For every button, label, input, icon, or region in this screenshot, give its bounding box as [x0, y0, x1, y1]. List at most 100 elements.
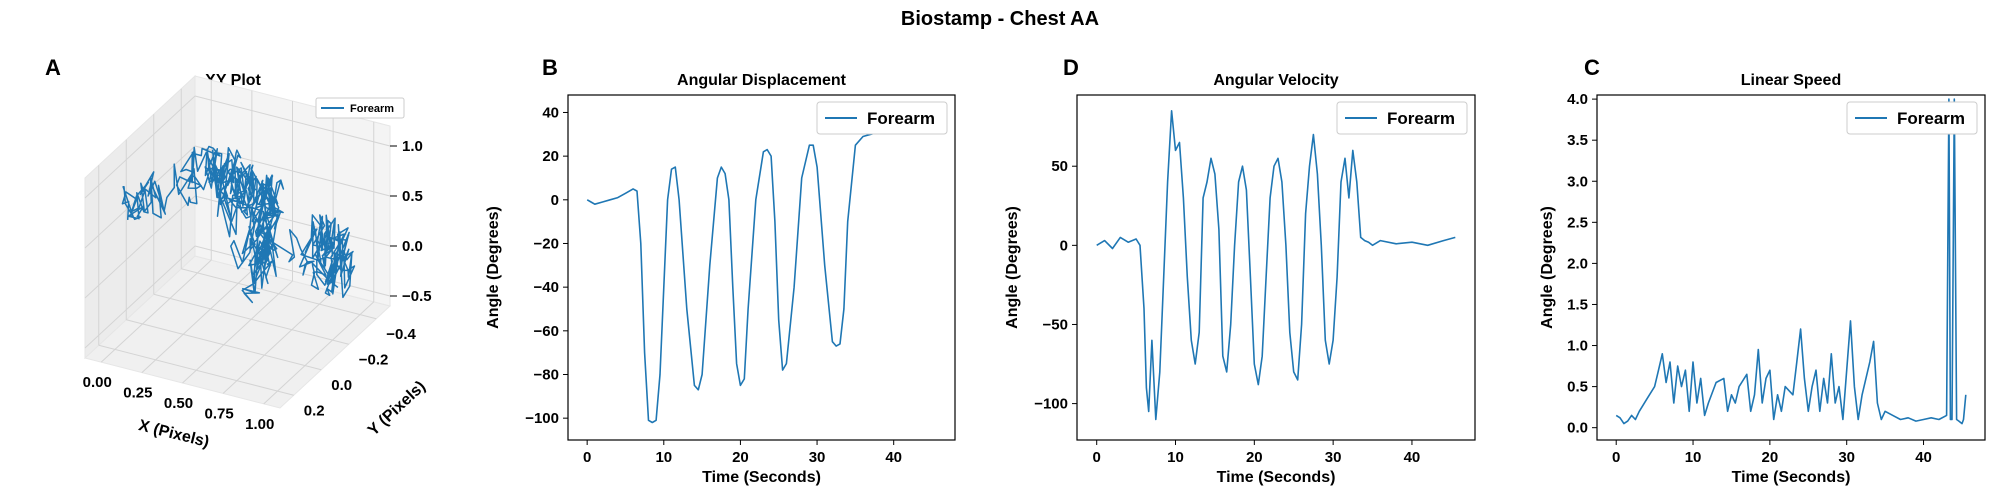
x-axis-label: X (Pixels) — [137, 417, 211, 451]
x-tick-label: 0.50 — [164, 395, 193, 412]
y-tick-label: 2.5 — [1567, 214, 1588, 231]
y-tick-label: −0.2 — [359, 351, 389, 368]
x-tick-label: 0.75 — [205, 405, 234, 422]
grid-line — [141, 270, 253, 373]
x-tick-label: 20 — [1246, 449, 1263, 466]
legend-label: Forearm — [867, 109, 935, 128]
chart-linear-speed: C Linear Speed 0 10 20 30 40 0.0 0.5 1.0 1.5 2.0 2.5… — [1539, 55, 1986, 486]
x-axis-label: Time (Seconds) — [702, 469, 821, 486]
legend-label: Forearm — [1897, 109, 1965, 128]
y-tick-label: −80 — [534, 366, 559, 383]
plot-frame — [567, 94, 956, 441]
grid-line — [222, 291, 334, 394]
y-axis-label: Y (Pixels) — [365, 378, 429, 439]
y-tick-label: 3.0 — [1567, 173, 1588, 190]
legend-label: Forearm — [350, 103, 394, 115]
y-tick-label: 0.5 — [1567, 379, 1588, 396]
chart-angular-displacement: B Angular Displacement 0 10 20 30 40 −100 −80 −60… — [485, 55, 956, 486]
panel-letter: B — [542, 55, 558, 80]
grid-line — [84, 195, 196, 299]
x-tick-label: 1.00 — [245, 416, 274, 433]
y-tick-label: −40 — [534, 279, 559, 296]
y-tick-label: 40 — [542, 104, 559, 121]
y-tick-label: 20 — [542, 148, 559, 165]
chart-angular-velocity: D Angular Velocity 0 10 20 30 40 −100 −50 0 50 Time… — [1004, 55, 1476, 486]
x-tick-label: 30 — [1838, 449, 1855, 466]
y-axis-label: Angle (Degrees) — [485, 206, 502, 329]
legend-box — [315, 97, 405, 119]
x-tick-label: 40 — [885, 449, 902, 466]
z-tick-label: 1.0 — [402, 138, 423, 155]
grid-line — [100, 259, 212, 363]
grid-line — [84, 95, 196, 199]
panel-letter: D — [1063, 55, 1079, 80]
series-line-forearm — [586, 116, 937, 424]
y-tick-label: 0.0 — [1567, 420, 1588, 437]
x-tick-label: 0.00 — [83, 374, 112, 391]
y-tick-label: 3.5 — [1567, 132, 1588, 149]
y-tick-label: 1.5 — [1567, 296, 1588, 313]
plot-frame — [1076, 94, 1476, 441]
grid-line — [194, 245, 391, 297]
x-tick-label: 30 — [809, 449, 826, 466]
grid-line — [126, 319, 322, 371]
x-axis-label: Time (Seconds) — [1732, 469, 1851, 486]
panel-letter: A — [45, 55, 61, 80]
x-tick-label: 10 — [655, 449, 672, 466]
legend-box — [1846, 101, 1978, 135]
x-tick-label: 10 — [1167, 449, 1184, 466]
x-tick-label: 10 — [1685, 449, 1702, 466]
y-tick-label: −100 — [525, 410, 559, 427]
grid-line — [84, 145, 196, 249]
legend-label: Forearm — [1387, 109, 1455, 128]
y-tick-label: −100 — [1034, 396, 1068, 413]
x-tick-label: 40 — [1915, 449, 1932, 466]
x-tick-label: 30 — [1325, 449, 1342, 466]
grid-line — [84, 245, 196, 349]
y-tick-label: 0 — [1060, 237, 1068, 254]
chart-title: Angular Velocity — [1213, 72, 1338, 89]
y-tick-label: 50 — [1051, 158, 1068, 175]
grid-line — [98, 344, 294, 396]
grid-line — [182, 280, 293, 384]
y-tick-label: −60 — [534, 323, 559, 340]
legend-box — [816, 101, 948, 135]
y-tick-label: −50 — [1043, 316, 1068, 333]
grid-line — [194, 95, 391, 147]
y-axis-label: Angle (Degrees) — [1004, 206, 1021, 329]
z-tick-label: −0.5 — [402, 288, 432, 305]
x-tick-label: 0.25 — [123, 385, 152, 402]
y-tick-label: −0.4 — [386, 326, 416, 343]
y-tick-label: 2.0 — [1567, 255, 1588, 272]
x-tick-label: 20 — [732, 449, 749, 466]
grid-line — [263, 301, 375, 405]
chart-title: Linear Speed — [1741, 72, 1841, 89]
grid-line — [153, 293, 349, 345]
x-tick-label: 20 — [1762, 449, 1779, 466]
plot-frame — [1596, 94, 1986, 441]
x-axis-label: Time (Seconds) — [1217, 469, 1336, 486]
z-tick-label: 0.5 — [402, 188, 423, 205]
x-tick-label: 0 — [1612, 449, 1620, 466]
y-tick-label: −20 — [534, 235, 559, 252]
x-tick-label: 0 — [1093, 449, 1101, 466]
y-tick-label: 4.0 — [1567, 91, 1588, 108]
y-axis-label: Angle (Degrees) — [1539, 206, 1556, 329]
series-line-forearm — [121, 145, 356, 304]
y-tick-label: 0 — [551, 192, 559, 209]
series-line-forearm — [1615, 98, 1967, 425]
y-tick-label: 0.2 — [304, 402, 325, 419]
legend-box — [1336, 101, 1468, 135]
chart-xy-plot: AXY Plot0.000.250.500.751.00−0.4−0.20.00… — [45, 55, 432, 451]
x-tick-label: 0 — [583, 449, 591, 466]
y-tick-label: 0.0 — [331, 377, 352, 394]
chart-title: Angular Displacement — [677, 72, 847, 89]
y-tick-label: 1.0 — [1567, 338, 1588, 355]
grid-line — [181, 268, 377, 320]
figure-title: Biostamp - Chest AA — [901, 8, 1099, 30]
x-tick-label: 40 — [1404, 449, 1421, 466]
panel-letter: C — [1584, 55, 1600, 80]
series-line-forearm — [1096, 110, 1456, 421]
